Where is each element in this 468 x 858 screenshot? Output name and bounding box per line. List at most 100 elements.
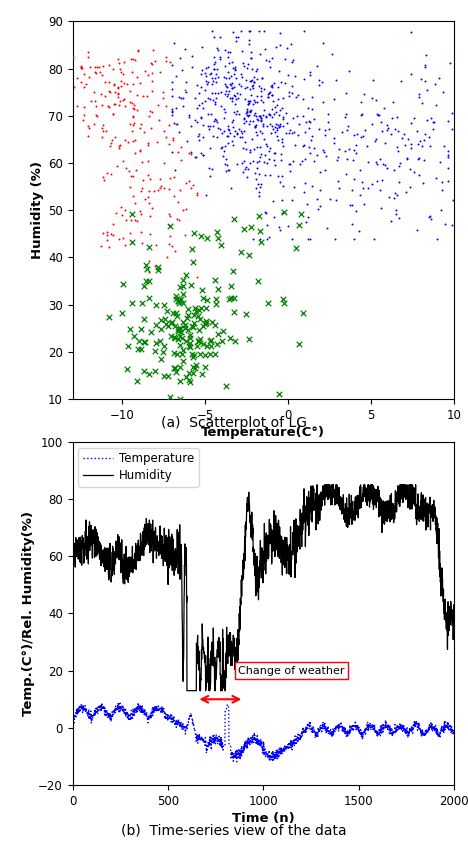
Point	[87, 94, 94, 107]
Point	[129, 110, 137, 124]
Line: Humidity: Humidity	[73, 485, 454, 691]
Point	[243, 102, 250, 116]
Y-axis label: Temp.(C°)/Rel. Humidity(%): Temp.(C°)/Rel. Humidity(%)	[22, 511, 35, 716]
Point	[419, 139, 426, 153]
Point	[374, 108, 382, 122]
Point	[155, 113, 163, 127]
Point	[199, 118, 207, 132]
Point	[169, 305, 176, 319]
Point	[168, 102, 176, 116]
Point	[423, 83, 431, 97]
Point	[122, 213, 130, 227]
Point	[206, 119, 213, 133]
Point	[250, 76, 258, 89]
Point	[220, 144, 228, 158]
Point	[253, 141, 261, 154]
Point	[209, 86, 216, 100]
Point	[435, 71, 443, 85]
Point	[220, 102, 227, 116]
Point	[208, 76, 215, 90]
Point	[200, 130, 207, 144]
Point	[201, 94, 208, 107]
Point	[216, 122, 224, 136]
Point	[230, 68, 238, 82]
Point	[151, 259, 159, 273]
Point	[282, 126, 289, 140]
Point	[197, 229, 205, 243]
Point	[107, 139, 114, 153]
Point	[316, 184, 324, 197]
Point	[197, 347, 204, 360]
Point	[426, 210, 433, 224]
Point	[160, 156, 168, 170]
Point	[224, 136, 232, 150]
Point	[138, 184, 145, 197]
Point	[199, 319, 206, 333]
Point	[205, 122, 213, 136]
Point	[198, 283, 205, 297]
Point	[132, 53, 139, 67]
Point	[107, 136, 114, 150]
Point	[334, 150, 342, 164]
Point	[192, 359, 199, 372]
Point	[176, 51, 184, 64]
Point	[242, 114, 249, 128]
Point	[305, 140, 313, 154]
Point	[211, 55, 219, 69]
Point	[145, 239, 152, 253]
Point	[417, 72, 424, 86]
Point	[277, 118, 284, 131]
Point	[249, 114, 256, 128]
Point	[110, 62, 117, 76]
Point	[176, 125, 183, 139]
Point	[193, 100, 201, 114]
Point	[99, 170, 107, 184]
Point	[251, 119, 258, 133]
Point	[133, 103, 140, 117]
Point	[221, 59, 228, 73]
Point	[148, 57, 156, 70]
Point	[228, 94, 235, 108]
Point	[123, 362, 131, 376]
Point	[241, 162, 249, 176]
Point	[226, 45, 234, 58]
Point	[271, 158, 278, 172]
Point	[221, 87, 229, 100]
Point	[430, 115, 438, 129]
Point	[139, 173, 146, 187]
Point	[333, 194, 340, 208]
Point	[422, 60, 429, 74]
Point	[92, 94, 99, 108]
Point	[197, 332, 204, 346]
Point	[232, 61, 239, 75]
Point	[425, 130, 432, 143]
Point	[212, 76, 219, 89]
Point	[383, 123, 391, 136]
Point	[378, 124, 386, 138]
Point	[147, 56, 154, 69]
Point	[421, 127, 429, 141]
Point	[242, 73, 250, 87]
Point	[168, 239, 176, 253]
Point	[230, 291, 238, 305]
Point	[139, 89, 146, 103]
Point	[439, 85, 447, 99]
Point	[186, 375, 194, 389]
Point	[247, 105, 254, 118]
Point	[266, 86, 274, 100]
Point	[151, 344, 159, 358]
Point	[206, 93, 214, 106]
Point	[272, 118, 280, 131]
Point	[255, 209, 263, 223]
Point	[210, 63, 217, 76]
Point	[173, 101, 180, 115]
Point	[257, 112, 265, 125]
Temperature	[70, 713, 75, 723]
Point	[206, 347, 213, 361]
Point	[300, 24, 307, 38]
Point	[166, 208, 174, 222]
Point	[116, 63, 124, 76]
Point	[385, 190, 393, 204]
Point	[227, 78, 234, 92]
Point	[307, 134, 315, 148]
